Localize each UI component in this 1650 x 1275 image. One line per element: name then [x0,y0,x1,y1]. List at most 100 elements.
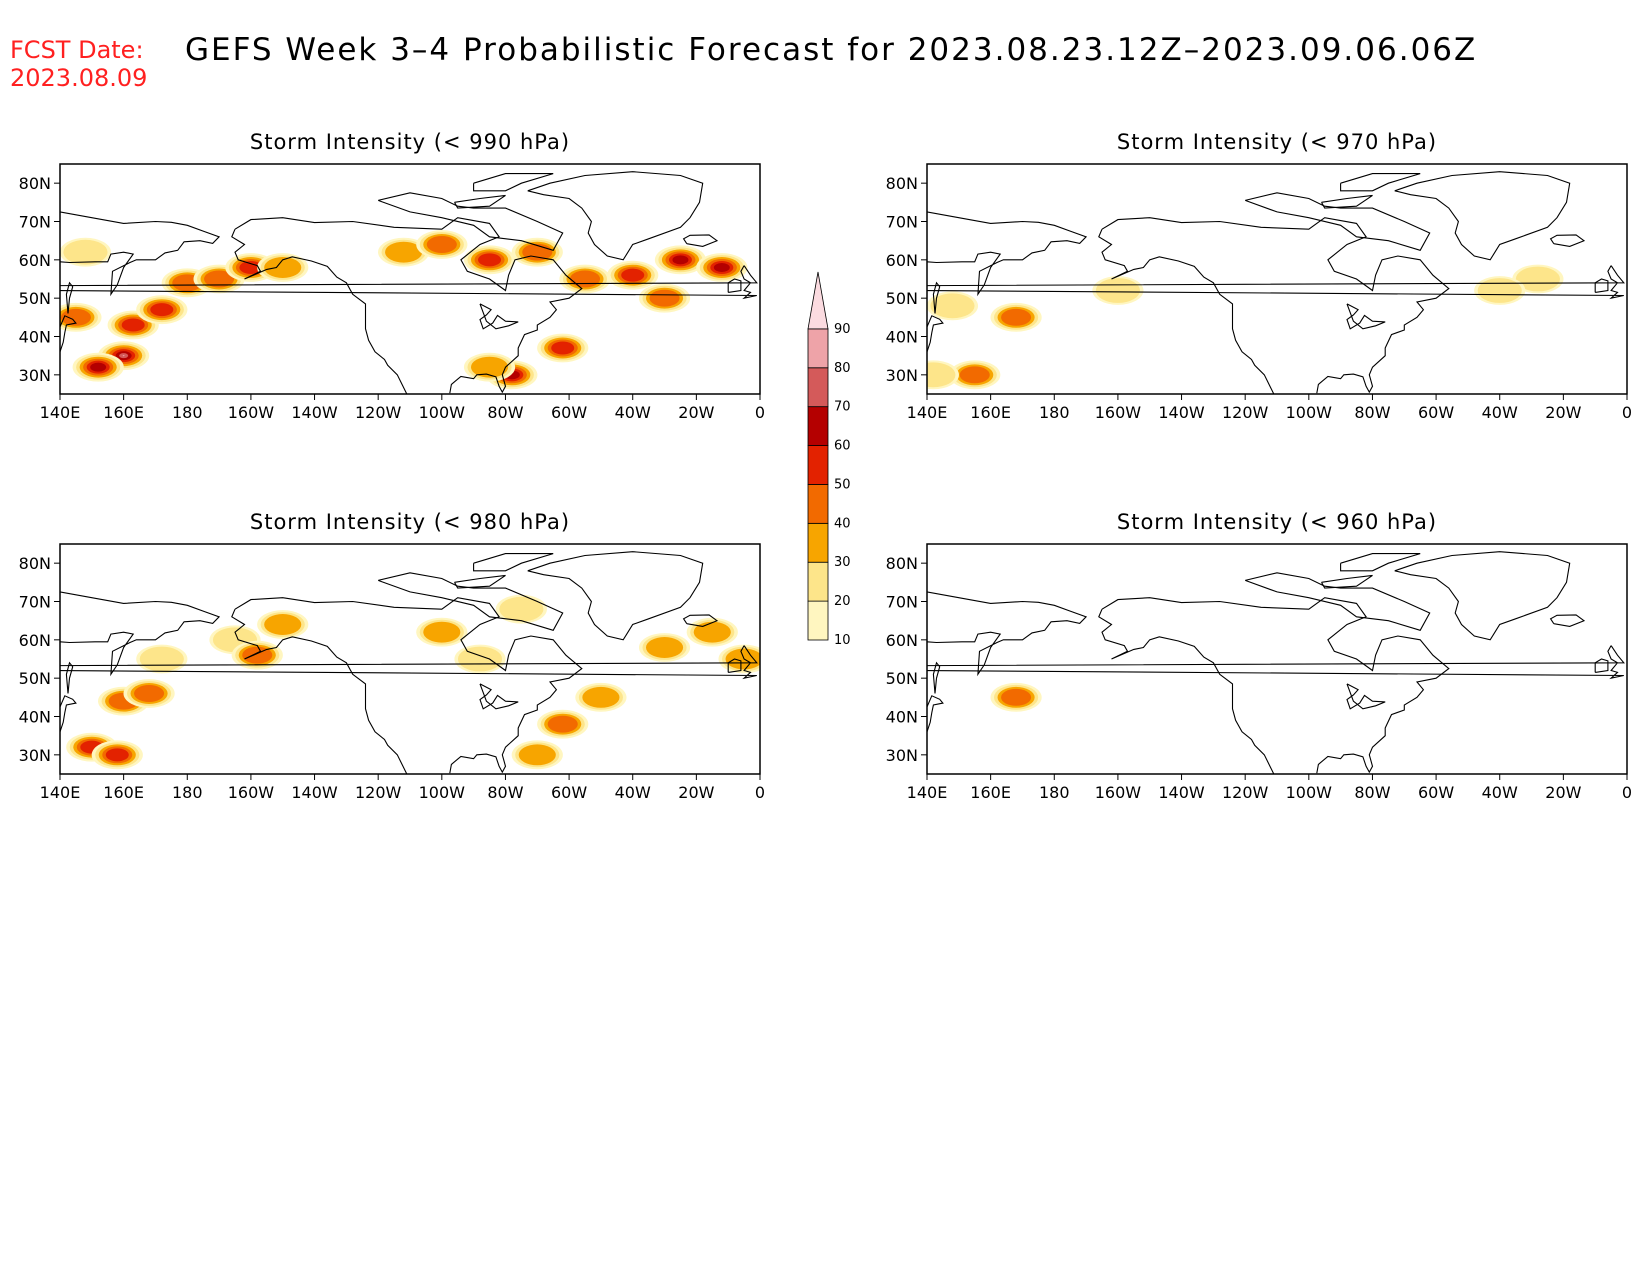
coastlines [927,171,1625,394]
colorbar-tick-label: 30 [834,555,851,570]
coastline [1340,553,1421,572]
coastline [65,661,74,694]
coastline [927,315,944,353]
lat-tick-label: 30N [19,366,51,385]
coastline [1346,303,1386,330]
map-frame [59,543,761,775]
map-svg: 80N 70N 60N 50N 40N 30N 140E 160E 180 160W 140W 120… [886,543,1632,802]
lat-tick-label: 40N [19,708,51,727]
colorbar-tick-label: 60 [834,439,851,454]
probability-blob [470,356,509,378]
colorbar-tick-label: 90 [834,322,851,337]
lat-tick-label: 30N [19,746,51,765]
probability-blob [150,303,174,317]
lat-tick-label: 80N [19,174,51,193]
coastline [1549,614,1586,627]
lon-tick-label: 140W [1158,403,1205,422]
coastline [231,608,408,774]
lon-tick-label: 160E [970,783,1011,802]
probability-blob [63,239,108,265]
probability-blob [139,646,184,672]
probability-blob [649,289,680,307]
probability-blob [547,715,578,733]
lat-tick-label: 80N [886,174,918,193]
coastline [60,315,77,353]
lon-tick-label: 60W [1418,783,1454,802]
coastline [1394,551,1571,641]
coastline [1101,597,1450,774]
map-panel-990: Storm Intensity (< 990 hPa) 80N 70N 60N 50N… [0,130,775,430]
lon-tick-label: 100W [1286,403,1333,422]
map-frame [926,543,1628,775]
probability-blob [1515,266,1560,292]
coastline [231,228,408,394]
coastline [1321,194,1373,209]
lon-tick-label: 140E [40,783,81,802]
lon-tick-label: 40W [615,783,651,802]
probability-blob [927,362,956,388]
lon-tick-label: 120W [355,403,402,422]
colorbar-segment [807,367,829,408]
lon-tick-label: 0 [1622,783,1632,802]
coastline [479,683,519,710]
lat-tick-label: 60N [19,251,51,270]
panel-title: Storm Intensity (< 960 hPa) [1116,510,1438,534]
lon-tick-label: 160W [1095,783,1142,802]
probability-blob [264,257,302,278]
lon-tick-label: 20W [1545,403,1581,422]
lon-tick-label: 140W [291,403,338,422]
lat-tick-label: 40N [886,328,918,347]
lat-tick-label: 70N [19,213,51,232]
coastline [927,265,1625,300]
probability-blob [426,236,457,253]
coastline [473,553,554,572]
color-scale-legend: 10 20 30 40 50 60 70 80 90 [807,271,851,648]
coastline [527,551,704,641]
map-panel-980: Storm Intensity (< 980 hPa) 80N 70N 60N 50N… [0,510,775,810]
coastline [1346,683,1386,710]
coastline [1245,572,1431,631]
map-svg: 80N 70N 60N 50N 40N 30N 140E 160E 180 160W 140W 120… [886,163,1632,422]
panel-title: Storm Intensity (< 970 hPa) [1116,130,1438,154]
probability-blob [204,270,235,288]
coastline [927,695,944,733]
panel-title: Storm Intensity (< 990 hPa) [249,130,571,154]
coastline [1101,217,1450,394]
coastline [727,278,742,293]
colorbar-segment [807,522,829,563]
coastline [1340,173,1421,192]
lon-tick-label: 100W [419,403,466,422]
probability-blob [551,341,575,355]
coastline [1245,192,1431,251]
lon-tick-label: 160E [103,783,144,802]
lon-tick-label: 140E [907,403,948,422]
colorbar-segment [807,271,829,330]
coastline [932,281,941,314]
lon-tick-label: 120W [355,783,402,802]
map-svg: 80N 70N 60N 50N 40N 30N 140E 160E 180 160W 140W 120… [19,163,765,422]
lon-tick-label: 140W [291,783,338,802]
coastline [60,265,758,300]
coastline [65,281,74,314]
colorbar-tick-label: 10 [834,633,851,648]
lat-tick-label: 70N [19,593,51,612]
probability-blob [725,648,760,670]
probability-blob [1477,278,1522,303]
probability-blob [121,318,145,332]
lon-tick-label: 160E [970,403,1011,422]
coastline [234,217,583,394]
probability-blob [423,621,461,643]
colorbar-tick-label: 70 [834,400,851,415]
coastline [60,645,758,680]
probability-blob [499,596,544,622]
lon-tick-label: 180 [172,783,203,802]
colorbar-segment [807,406,829,446]
lat-tick-label: 60N [886,251,918,270]
probability-shading [66,594,760,770]
map-panel-960: Storm Intensity (< 960 hPa) 80N 70N 60N 50N… [867,510,1642,810]
lon-tick-label: 140E [907,783,948,802]
probability-blob [264,614,302,635]
lon-tick-label: 20W [1545,783,1581,802]
lon-tick-label: 60W [551,403,587,422]
lat-tick-label: 80N [886,554,918,573]
